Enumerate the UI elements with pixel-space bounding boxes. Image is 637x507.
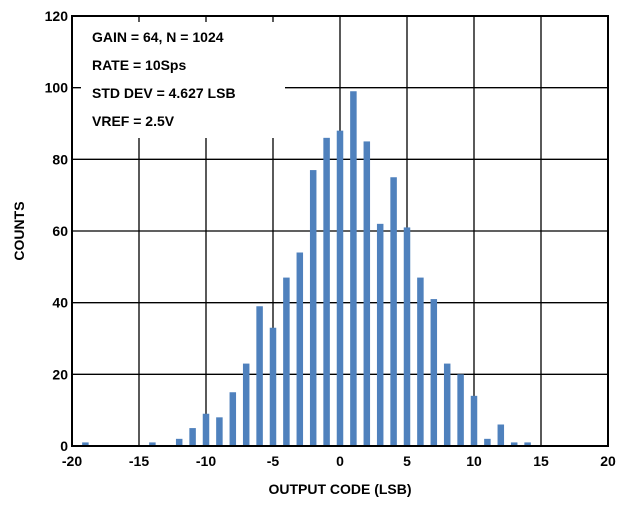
y-tick-label: 40	[52, 295, 68, 311]
x-tick-label: 15	[533, 453, 549, 469]
x-tick-label: -10	[196, 453, 216, 469]
histogram-bar	[336, 130, 344, 446]
histogram-bar	[269, 327, 277, 446]
annotation-line: STD DEV = 4.627 LSB	[92, 85, 236, 101]
annotation-background	[81, 22, 285, 138]
y-axis-label: COUNTS	[11, 201, 27, 260]
histogram-bar	[484, 438, 491, 446]
histogram-bar	[430, 299, 438, 446]
histogram-bar	[417, 277, 424, 446]
annotation-line: VREF = 2.5V	[92, 113, 175, 129]
histogram-bar	[323, 137, 330, 447]
histogram-bar	[403, 227, 411, 446]
x-tick-label: 10	[466, 453, 482, 469]
histogram-bar	[524, 442, 531, 446]
histogram-bar	[457, 374, 464, 446]
y-tick-label: 100	[45, 80, 69, 96]
x-tick-label: -20	[62, 453, 82, 469]
bars	[82, 91, 531, 447]
histogram-bar	[256, 306, 263, 446]
histogram-bar	[497, 424, 505, 446]
y-tick-label: 80	[52, 151, 68, 167]
x-tick-label: -15	[129, 453, 149, 469]
histogram-bar	[376, 223, 384, 446]
histogram-bar	[202, 413, 210, 446]
histogram-bar	[175, 438, 183, 446]
y-tick-label: 120	[45, 8, 69, 24]
histogram-bar	[363, 141, 371, 446]
annotation-box: GAIN = 64, N = 1024 RATE = 10Sps STD DEV =…	[81, 22, 285, 138]
histogram-bar	[390, 177, 397, 446]
plot-frame	[71, 15, 609, 447]
histogram-bar	[216, 417, 223, 446]
y-tick-label: 0	[60, 438, 68, 454]
x-tick-label: 0	[336, 453, 344, 469]
annotation-line: RATE = 10Sps	[92, 57, 186, 73]
histogram-bar	[350, 91, 357, 446]
histogram-bar	[283, 277, 290, 446]
x-tick-label: -5	[267, 453, 280, 469]
histogram-bar	[470, 395, 478, 446]
histogram-bar	[82, 442, 89, 446]
x-axis-label: OUTPUT CODE (LSB)	[268, 481, 411, 497]
y-tick-label: 20	[52, 366, 68, 382]
y-tick-label: 60	[52, 223, 68, 239]
x-tick-label: 20	[600, 453, 616, 469]
histogram-bar	[510, 442, 518, 446]
tick-labels: -20 -15 -10 -5 0 5 10 15 20 0 20 40 60 80 100 120	[45, 8, 616, 469]
histogram-bar	[296, 252, 304, 446]
annotation-line: GAIN = 64, N = 1024	[92, 29, 224, 45]
histogram-bar	[189, 428, 196, 446]
histogram-bar	[309, 170, 317, 447]
x-tick-label: 5	[403, 453, 411, 469]
histogram-bar	[242, 363, 250, 446]
histogram-bar	[229, 392, 237, 446]
histogram-bar	[443, 363, 451, 446]
histogram-bar	[149, 442, 156, 446]
